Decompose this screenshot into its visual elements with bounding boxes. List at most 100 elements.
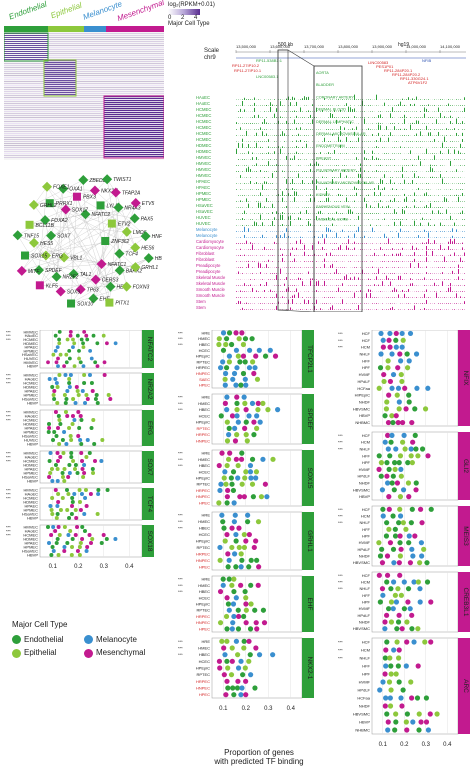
browser-signal xyxy=(440,213,441,214)
browser-signal xyxy=(424,107,425,112)
browser-signal xyxy=(350,99,351,100)
browser-signal xyxy=(268,159,269,160)
browser-signal xyxy=(366,243,367,244)
browser-signal xyxy=(406,237,407,238)
data-point xyxy=(82,330,86,334)
browser-signal xyxy=(276,123,277,124)
browser-signal xyxy=(450,189,451,190)
browser-signal xyxy=(312,279,313,280)
browser-signal xyxy=(240,255,241,256)
data-point xyxy=(71,414,75,418)
browser-signal xyxy=(332,114,333,118)
browser-signal xyxy=(440,207,441,208)
data-point xyxy=(48,471,52,475)
browser-signal xyxy=(358,243,359,244)
browser-signal xyxy=(336,117,337,118)
browser-signal xyxy=(382,261,383,262)
significance-stars: *** xyxy=(178,330,183,335)
data-point xyxy=(85,504,89,508)
heatmap-row xyxy=(4,79,164,80)
browser-signal xyxy=(384,174,385,178)
browser-signal xyxy=(416,207,417,208)
browser-signal xyxy=(408,177,409,178)
heatmap-block-mesenchymal xyxy=(104,110,164,111)
data-point xyxy=(242,395,247,400)
browser-signal xyxy=(388,297,389,298)
browser-track-label: Smooth Muscle xyxy=(196,287,226,292)
browser-signal xyxy=(272,273,273,274)
data-point xyxy=(68,357,72,361)
data-point xyxy=(79,508,83,512)
browser-signal xyxy=(292,309,293,310)
browser-signal xyxy=(420,105,421,106)
browser-signal xyxy=(286,195,287,196)
browser-signal xyxy=(386,126,387,130)
browser-signal xyxy=(450,147,451,148)
data-point xyxy=(56,459,60,463)
heatmap-row xyxy=(4,93,164,94)
browser-signal xyxy=(272,105,273,106)
browser-signal xyxy=(444,225,445,226)
browser-track-label: Smooth Muscle xyxy=(196,293,226,298)
browser-signal xyxy=(286,129,287,130)
network-node-label: TNF15 xyxy=(24,233,39,239)
browser-signal xyxy=(366,189,367,190)
browser-signal xyxy=(368,213,369,214)
browser-signal xyxy=(436,237,437,238)
browser-signal xyxy=(386,165,387,166)
browser-signal xyxy=(300,212,301,214)
browser-signal xyxy=(236,291,237,292)
data-point xyxy=(64,442,68,446)
browser-signal xyxy=(306,225,307,226)
browser-signal xyxy=(412,273,413,274)
data-point xyxy=(233,383,238,388)
data-point xyxy=(55,360,59,364)
browser-signal xyxy=(384,135,385,136)
browser-signal xyxy=(410,159,411,160)
browser-track-label: HCMEC xyxy=(196,131,211,136)
browser-signal xyxy=(248,285,249,286)
row-label: HBVP xyxy=(27,479,38,484)
browser-signal xyxy=(410,225,411,226)
browser-tissue-label: PULMONARY MICROVASCULAR xyxy=(316,181,374,185)
browser-signal xyxy=(452,123,453,124)
browser-signal xyxy=(320,237,321,238)
browser-signal xyxy=(308,110,309,112)
data-point xyxy=(236,354,241,359)
data-point xyxy=(68,529,72,533)
browser-signal xyxy=(310,224,311,226)
browser-signal xyxy=(416,177,417,178)
data-point xyxy=(57,553,61,557)
browser-signal xyxy=(326,177,327,178)
browser-signal xyxy=(264,237,265,238)
browser-signal xyxy=(396,195,397,196)
browser-signal xyxy=(416,231,417,232)
browser-signal xyxy=(324,264,325,268)
browser-signal xyxy=(372,261,373,262)
browser-signal xyxy=(260,165,261,166)
browser-signal xyxy=(284,195,285,196)
browser-signal xyxy=(260,127,261,130)
browser-signal xyxy=(452,171,453,172)
data-point xyxy=(218,365,223,370)
browser-signal xyxy=(428,195,429,196)
browser-signal xyxy=(262,159,263,160)
browser-signal xyxy=(258,141,259,142)
browser-signal xyxy=(382,267,383,268)
browser-signal xyxy=(296,135,297,136)
browser-signal xyxy=(358,159,359,160)
browser-signal xyxy=(364,117,365,118)
browser-signal xyxy=(456,99,457,100)
browser-signal xyxy=(286,228,287,232)
browser-signal xyxy=(312,245,313,250)
browser-signal xyxy=(376,146,377,148)
browser-signal xyxy=(374,279,375,280)
browser-signal xyxy=(342,230,343,232)
browser-signal xyxy=(360,174,361,178)
browser-signal xyxy=(330,297,331,298)
browser-signal xyxy=(432,117,433,118)
browser-signal xyxy=(394,105,395,106)
browser-signal xyxy=(292,179,293,184)
browser-signal xyxy=(390,207,391,208)
browser-signal xyxy=(328,213,329,214)
